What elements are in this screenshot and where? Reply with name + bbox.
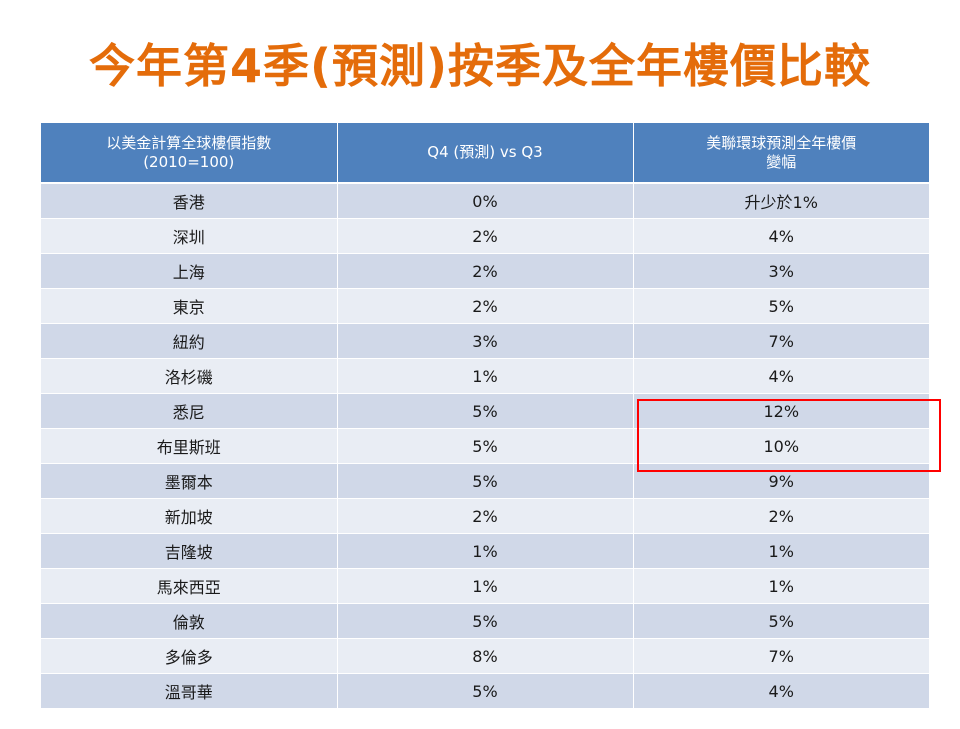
city-cell: 多倫多	[41, 638, 338, 674]
table-row: 溫哥華 5% 4%	[41, 673, 929, 709]
annual-forecast-cell: 4%	[633, 673, 929, 709]
header-index: 以美金計算全球樓價指數 (2010=100)	[41, 123, 338, 184]
annual-forecast-cell: 7%	[633, 323, 929, 359]
city-cell: 墨爾本	[41, 463, 338, 499]
city-cell: 吉隆坡	[41, 533, 338, 569]
quarter-change-cell: 8%	[337, 638, 634, 674]
quarter-change-cell: 2%	[337, 288, 634, 324]
city-cell: 馬來西亞	[41, 568, 338, 604]
quarter-change-cell: 1%	[337, 568, 634, 604]
quarter-change-cell: 1%	[337, 533, 634, 569]
city-cell: 東京	[41, 288, 338, 324]
quarter-change-cell: 2%	[337, 498, 634, 534]
table-row: 深圳 2% 4%	[41, 218, 929, 254]
slide-title: 今年第4季(預測)按季及全年樓價比較	[88, 39, 872, 93]
city-cell: 布里斯班	[41, 428, 338, 464]
city-cell: 香港	[41, 183, 338, 219]
header-annual-forecast-line: 變幅	[766, 152, 797, 171]
annual-forecast-cell: 7%	[633, 638, 929, 674]
price-comparison-table: 以美金計算全球樓價指數 (2010=100) Q4 (預測) vs Q3 美聯環球預測…	[41, 123, 929, 709]
annual-forecast-cell: 10%	[633, 428, 929, 464]
quarter-change-cell: 5%	[337, 603, 634, 639]
city-cell: 新加坡	[41, 498, 338, 534]
quarter-change-cell: 5%	[337, 463, 634, 499]
annual-forecast-cell: 1%	[633, 533, 929, 569]
table-row: 香港 0% 升少於1%	[41, 183, 929, 219]
city-cell: 上海	[41, 253, 338, 289]
city-cell: 溫哥華	[41, 673, 338, 709]
annual-forecast-cell: 1%	[633, 568, 929, 604]
table-row: 倫敦 5% 5%	[41, 603, 929, 639]
table-row: 馬來西亞 1% 1%	[41, 568, 929, 604]
quarter-change-cell: 1%	[337, 358, 634, 394]
city-cell: 紐約	[41, 323, 338, 359]
annual-forecast-cell: 4%	[633, 358, 929, 394]
highlight-box	[637, 399, 941, 472]
city-cell: 倫敦	[41, 603, 338, 639]
table-row: 多倫多 8% 7%	[41, 638, 929, 674]
table-row: 吉隆坡 1% 1%	[41, 533, 929, 569]
table-row: 新加坡 2% 2%	[41, 498, 929, 534]
table-row: 東京 2% 5%	[41, 288, 929, 324]
table-row: 布里斯班 5% 10%	[41, 428, 929, 464]
table-row: 紐約 3% 7%	[41, 323, 929, 359]
table-row: 上海 2% 3%	[41, 253, 929, 289]
annual-forecast-cell: 9%	[633, 463, 929, 499]
annual-forecast-cell: 3%	[633, 253, 929, 289]
table-row: 洛杉磯 1% 4%	[41, 358, 929, 394]
table-body: 香港 0% 升少於1% 深圳 2% 4% 上海 2% 3% 東京 2% 5% 紐約 3% 7% 洛杉磯 1% 4%…	[41, 183, 929, 709]
quarter-change-cell: 0%	[337, 183, 634, 219]
header-annual-forecast-line: 美聯環球預測全年樓價	[706, 133, 857, 152]
header-quarter-change-line: Q4 (預測) vs Q3	[427, 143, 543, 161]
header-index-line: 以美金計算全球樓價指數	[106, 133, 272, 152]
quarter-change-cell: 2%	[337, 218, 634, 254]
quarter-change-cell: 2%	[337, 253, 634, 289]
header-quarter-change: Q4 (預測) vs Q3	[337, 123, 634, 184]
quarter-change-cell: 5%	[337, 393, 634, 429]
annual-forecast-cell: 升少於1%	[633, 183, 929, 219]
quarter-change-cell: 3%	[337, 323, 634, 359]
city-cell: 悉尼	[41, 393, 338, 429]
quarter-change-cell: 5%	[337, 428, 634, 464]
table-header-row: 以美金計算全球樓價指數 (2010=100) Q4 (預測) vs Q3 美聯環球預測…	[41, 123, 929, 184]
quarter-change-cell: 5%	[337, 673, 634, 709]
table-row: 墨爾本 5% 9%	[41, 463, 929, 499]
annual-forecast-cell: 5%	[633, 288, 929, 324]
annual-forecast-cell: 5%	[633, 603, 929, 639]
annual-forecast-cell: 2%	[633, 498, 929, 534]
city-cell: 深圳	[41, 218, 338, 254]
header-index-line: (2010=100)	[143, 152, 235, 171]
table-row: 悉尼 5% 12%	[41, 393, 929, 429]
city-cell: 洛杉磯	[41, 358, 338, 394]
header-annual-forecast: 美聯環球預測全年樓價 變幅	[633, 123, 929, 184]
annual-forecast-cell: 4%	[633, 218, 929, 254]
